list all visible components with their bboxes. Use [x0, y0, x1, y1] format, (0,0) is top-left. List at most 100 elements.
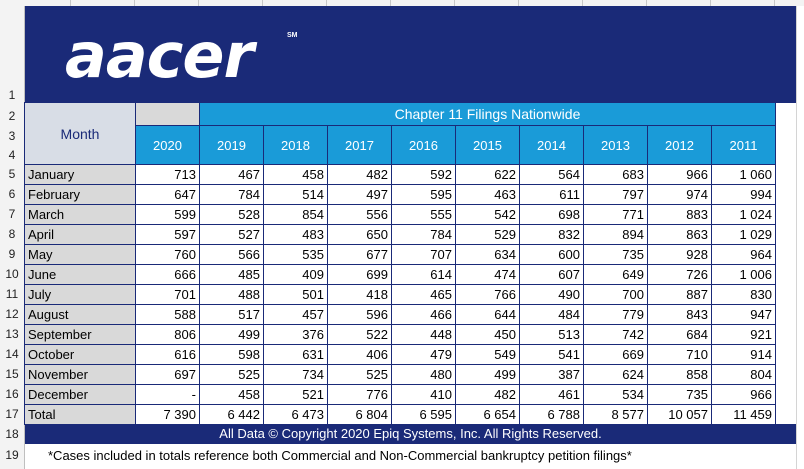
- value-cell[interactable]: 614: [391, 264, 456, 285]
- year-header[interactable]: 2014: [519, 125, 584, 165]
- value-cell[interactable]: 448: [391, 324, 456, 345]
- value-cell[interactable]: 497: [327, 184, 392, 205]
- value-cell[interactable]: 488: [199, 284, 264, 305]
- value-cell[interactable]: 797: [583, 184, 648, 205]
- value-cell[interactable]: 713: [135, 164, 200, 185]
- month-cell[interactable]: October: [24, 344, 136, 365]
- value-cell[interactable]: 771: [583, 204, 648, 225]
- value-cell[interactable]: 549: [455, 344, 520, 365]
- value-cell[interactable]: 649: [583, 264, 648, 285]
- value-cell[interactable]: 521: [263, 384, 328, 405]
- value-cell[interactable]: 6 804: [327, 404, 392, 425]
- value-cell[interactable]: 534: [583, 384, 648, 405]
- value-cell[interactable]: 501: [263, 284, 328, 305]
- value-cell[interactable]: 525: [327, 364, 392, 385]
- row-number[interactable]: 7: [8, 207, 16, 221]
- month-cell[interactable]: August: [24, 304, 136, 325]
- value-cell[interactable]: 6 654: [455, 404, 520, 425]
- value-cell[interactable]: 465: [391, 284, 456, 305]
- year-header[interactable]: 2015: [455, 125, 520, 165]
- value-cell[interactable]: 535: [263, 244, 328, 265]
- empty-header-cell[interactable]: [135, 102, 200, 126]
- value-cell[interactable]: 529: [455, 224, 520, 245]
- value-cell[interactable]: 599: [135, 204, 200, 225]
- value-cell[interactable]: 513: [519, 324, 584, 345]
- value-cell[interactable]: 622: [455, 164, 520, 185]
- value-cell[interactable]: 735: [647, 384, 712, 405]
- row-number[interactable]: 5: [8, 167, 16, 181]
- value-cell[interactable]: 966: [647, 164, 712, 185]
- value-cell[interactable]: 677: [327, 244, 392, 265]
- row-number[interactable]: 19: [5, 448, 19, 462]
- value-cell[interactable]: 11 459: [711, 404, 776, 425]
- month-cell[interactable]: April: [24, 224, 136, 245]
- value-cell[interactable]: 600: [519, 244, 584, 265]
- row-number[interactable]: 10: [5, 267, 19, 281]
- value-cell[interactable]: 784: [199, 184, 264, 205]
- value-cell[interactable]: 592: [391, 164, 456, 185]
- value-cell[interactable]: 6 473: [263, 404, 328, 425]
- value-cell[interactable]: 964: [711, 244, 776, 265]
- value-cell[interactable]: 830: [711, 284, 776, 305]
- row-number[interactable]: 1: [8, 88, 16, 102]
- value-cell[interactable]: 700: [583, 284, 648, 305]
- value-cell[interactable]: 474: [455, 264, 520, 285]
- row-number[interactable]: 16: [5, 387, 19, 401]
- value-cell[interactable]: 644: [455, 304, 520, 325]
- row-number[interactable]: 4: [8, 148, 16, 162]
- row-number[interactable]: 11: [5, 287, 19, 301]
- value-cell[interactable]: 499: [199, 324, 264, 345]
- year-header[interactable]: 2019: [199, 125, 264, 165]
- row-number[interactable]: 8: [8, 227, 16, 241]
- value-cell[interactable]: 485: [199, 264, 264, 285]
- value-cell[interactable]: 883: [647, 204, 712, 225]
- value-cell[interactable]: 666: [135, 264, 200, 285]
- value-cell[interactable]: 804: [711, 364, 776, 385]
- row-number[interactable]: 14: [5, 347, 19, 361]
- value-cell[interactable]: 766: [455, 284, 520, 305]
- value-cell[interactable]: 683: [583, 164, 648, 185]
- value-cell[interactable]: 701: [135, 284, 200, 305]
- value-cell[interactable]: 887: [647, 284, 712, 305]
- value-cell[interactable]: 779: [583, 304, 648, 325]
- table-title[interactable]: Chapter 11 Filings Nationwide: [199, 102, 776, 126]
- value-cell[interactable]: 650: [327, 224, 392, 245]
- value-cell[interactable]: 463: [455, 184, 520, 205]
- value-cell[interactable]: 409: [263, 264, 328, 285]
- value-cell[interactable]: 6 442: [199, 404, 264, 425]
- month-cell[interactable]: Total: [24, 404, 136, 425]
- value-cell[interactable]: 631: [263, 344, 328, 365]
- value-cell[interactable]: 699: [327, 264, 392, 285]
- value-cell[interactable]: 482: [455, 384, 520, 405]
- value-cell[interactable]: 647: [135, 184, 200, 205]
- value-cell[interactable]: 607: [519, 264, 584, 285]
- footnote-text[interactable]: *Cases included in totals reference both…: [48, 448, 632, 463]
- value-cell[interactable]: 8 577: [583, 404, 648, 425]
- value-cell[interactable]: 7 390: [135, 404, 200, 425]
- value-cell[interactable]: 461: [519, 384, 584, 405]
- row-number[interactable]: 9: [8, 247, 16, 261]
- value-cell[interactable]: 387: [519, 364, 584, 385]
- value-cell[interactable]: 556: [327, 204, 392, 225]
- value-cell[interactable]: 776: [327, 384, 392, 405]
- value-cell[interactable]: 684: [647, 324, 712, 345]
- value-cell[interactable]: 598: [199, 344, 264, 365]
- value-cell[interactable]: 735: [583, 244, 648, 265]
- value-cell[interactable]: 1 060: [711, 164, 776, 185]
- value-cell[interactable]: 517: [199, 304, 264, 325]
- value-cell[interactable]: 480: [391, 364, 456, 385]
- value-cell[interactable]: 466: [391, 304, 456, 325]
- value-cell[interactable]: 499: [455, 364, 520, 385]
- value-cell[interactable]: 611: [519, 184, 584, 205]
- value-cell[interactable]: 541: [519, 344, 584, 365]
- value-cell[interactable]: 6 788: [519, 404, 584, 425]
- value-cell[interactable]: 928: [647, 244, 712, 265]
- value-cell[interactable]: 467: [199, 164, 264, 185]
- value-cell[interactable]: 843: [647, 304, 712, 325]
- value-cell[interactable]: 490: [519, 284, 584, 305]
- row-number[interactable]: 18: [5, 427, 19, 441]
- value-cell[interactable]: 1 029: [711, 224, 776, 245]
- value-cell[interactable]: 784: [391, 224, 456, 245]
- value-cell[interactable]: 994: [711, 184, 776, 205]
- value-cell[interactable]: 894: [583, 224, 648, 245]
